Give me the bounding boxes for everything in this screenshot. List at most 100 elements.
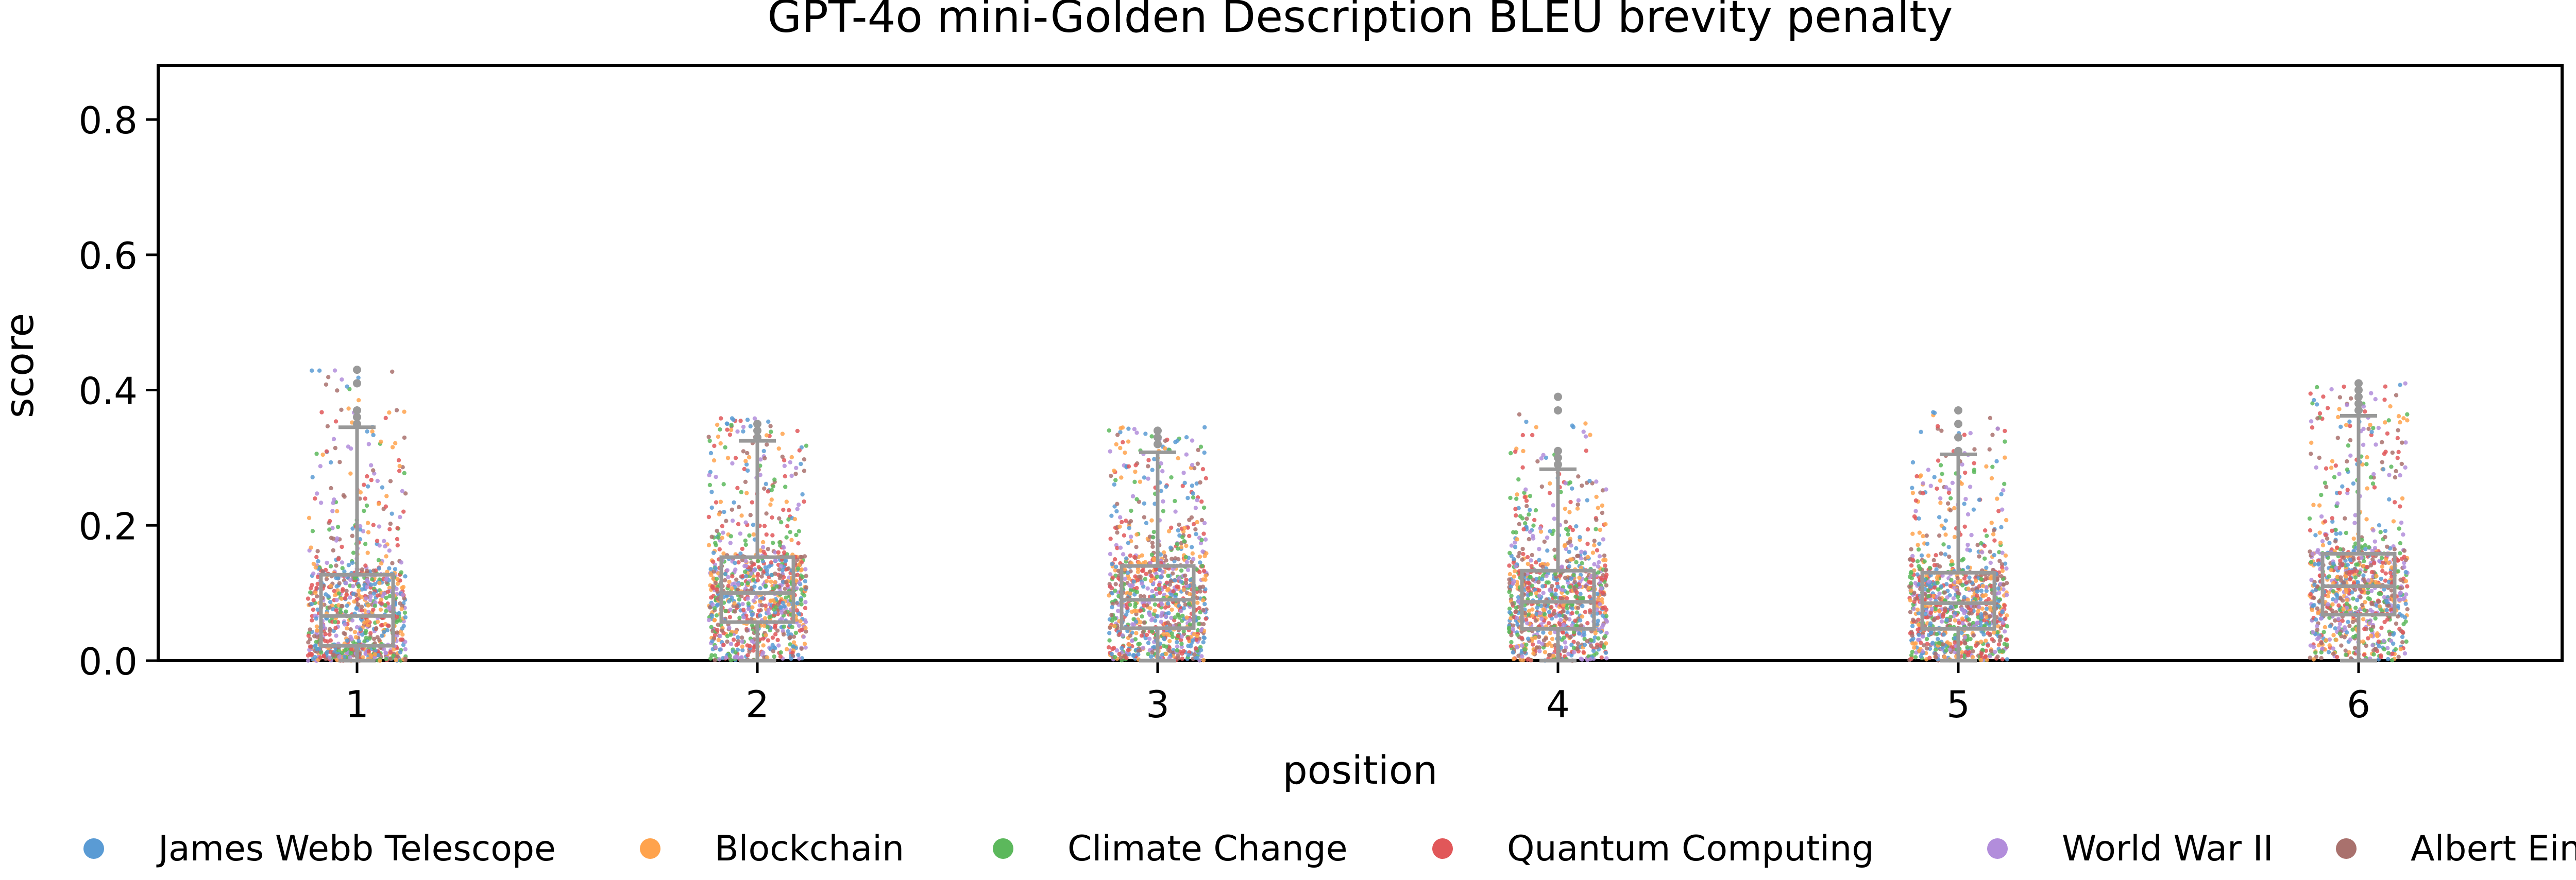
strip-point [320, 452, 325, 457]
strip-point [1531, 642, 1535, 647]
strip-point [741, 615, 746, 620]
strip-point [787, 508, 791, 512]
strip-point [743, 542, 748, 547]
strip-point [1561, 609, 1566, 614]
strip-point [765, 442, 769, 447]
strip-point [1934, 655, 1938, 660]
strip-point [352, 576, 357, 581]
strip-point [1109, 613, 1114, 617]
strip-point [2398, 420, 2402, 425]
strip-point [1199, 499, 1204, 504]
strip-point [1565, 610, 1570, 615]
strip-point [1595, 548, 1600, 553]
strip-point [1576, 474, 1581, 479]
strip-point [1140, 568, 1145, 573]
strip-point [1175, 542, 1180, 546]
strip-point [1108, 537, 1113, 541]
strip-point [2347, 624, 2352, 628]
strip-point [335, 388, 340, 393]
strip-point [1191, 495, 1196, 500]
strip-point [1511, 627, 1515, 631]
strip-point [2000, 610, 2005, 614]
strip-point [362, 482, 366, 487]
strip-point [1983, 611, 1988, 616]
strip-point [723, 445, 727, 450]
strip-point [1910, 491, 1916, 495]
strip-point [1594, 479, 1599, 484]
strip-point [728, 541, 733, 545]
strip-point [786, 602, 791, 607]
strip-point [365, 429, 369, 434]
strip-point [772, 645, 777, 650]
strip-point [732, 500, 736, 505]
strip-point [1120, 633, 1125, 638]
strip-point [1945, 640, 1950, 645]
strip-point [2004, 581, 2009, 585]
strip-point [1163, 605, 1168, 610]
strip-point [1583, 610, 1588, 614]
strip-point [1552, 516, 1557, 521]
strip-point [1962, 611, 1967, 616]
strip-point [376, 653, 381, 658]
strip-point [350, 560, 355, 565]
strip-point [1516, 506, 1521, 511]
strip-point [1996, 642, 2002, 647]
strip-point [1968, 636, 1973, 642]
strip-point [2396, 428, 2400, 433]
strip-point [1992, 630, 1996, 635]
strip-point [395, 630, 400, 635]
y-axis: 0.00.20.40.60.8 [78, 99, 158, 683]
strip-point [718, 633, 723, 639]
strip-point [1997, 634, 2003, 639]
strip-point [767, 615, 772, 619]
strip-point [1511, 623, 1516, 628]
strip-point [800, 492, 805, 497]
strip-point [1113, 588, 1117, 593]
strip-point [306, 658, 311, 663]
strip-point [1604, 583, 1609, 588]
strip-point [315, 628, 319, 633]
strip-point [364, 635, 368, 640]
strip-point [1516, 595, 1521, 600]
strip-point [1130, 583, 1135, 588]
strip-point [340, 377, 344, 382]
strip-point [381, 647, 386, 651]
strip-point [1548, 529, 1552, 533]
strip-point [2004, 517, 2009, 523]
strip-point [1198, 444, 1204, 449]
strip-point [1194, 637, 1199, 642]
strip-point [1939, 584, 1944, 589]
strip-point [388, 650, 393, 654]
strip-point [1575, 506, 1580, 511]
strip-point [1167, 639, 1172, 644]
strip-point [1113, 616, 1117, 621]
strip-point [1511, 657, 1516, 662]
strip-point [1150, 544, 1155, 549]
strip-point [344, 609, 348, 614]
strip-point [390, 445, 395, 450]
strip-point [797, 656, 802, 661]
strip-point [2310, 401, 2315, 406]
strip-point [1569, 643, 1574, 647]
strip-point [1507, 572, 1513, 577]
strip-point [1143, 577, 1148, 581]
strip-point [775, 637, 780, 643]
strip-point [758, 613, 762, 618]
strip-point [1582, 551, 1587, 556]
strip-point [331, 652, 336, 657]
strip-point [369, 577, 375, 582]
strip-point [761, 636, 766, 641]
strip-point [1530, 433, 1535, 438]
strip-point [1975, 589, 1980, 594]
strip-point [1997, 559, 2002, 563]
strip-point [758, 599, 762, 604]
strip-point [1600, 503, 1605, 508]
strip-point [1146, 458, 1151, 462]
strip-point [742, 570, 748, 574]
strip-point [1524, 516, 1529, 521]
strip-point [1181, 471, 1186, 475]
strip-point [2363, 543, 2368, 548]
strip-point [1931, 410, 1936, 415]
strip-point [796, 503, 801, 507]
strip-point [372, 652, 377, 657]
